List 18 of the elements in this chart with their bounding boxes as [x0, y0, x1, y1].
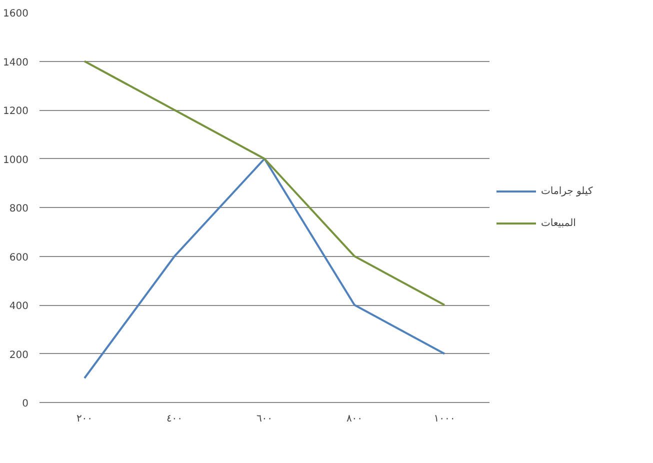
x-tick-label: ٤٠٠: [166, 414, 183, 424]
y-tick-label: 1000: [3, 154, 29, 166]
y-tick-label: 1600: [3, 8, 29, 20]
line-series: [84, 158, 446, 380]
y-tick-label: 1400: [3, 57, 29, 68]
line-series: [84, 60, 446, 306]
x-tick-label: ٦٠٠: [256, 414, 273, 424]
legend-label: المبيعات: [541, 218, 576, 228]
x-tick-label: ٨٠٠: [346, 414, 363, 424]
y-tick-label: 1200: [3, 106, 29, 117]
y-tick-label: 600: [9, 252, 29, 264]
x-tick-label: ١٠٠٠: [434, 414, 456, 424]
x-tick-label: ٢٠٠: [76, 414, 93, 424]
y-tick-label: 800: [9, 204, 29, 214]
y-tick-label: 0: [22, 398, 29, 410]
y-tick-label: 400: [9, 301, 29, 312]
y-tick-label: 200: [9, 350, 29, 361]
legend-label: كيلو جرامات: [541, 186, 593, 196]
